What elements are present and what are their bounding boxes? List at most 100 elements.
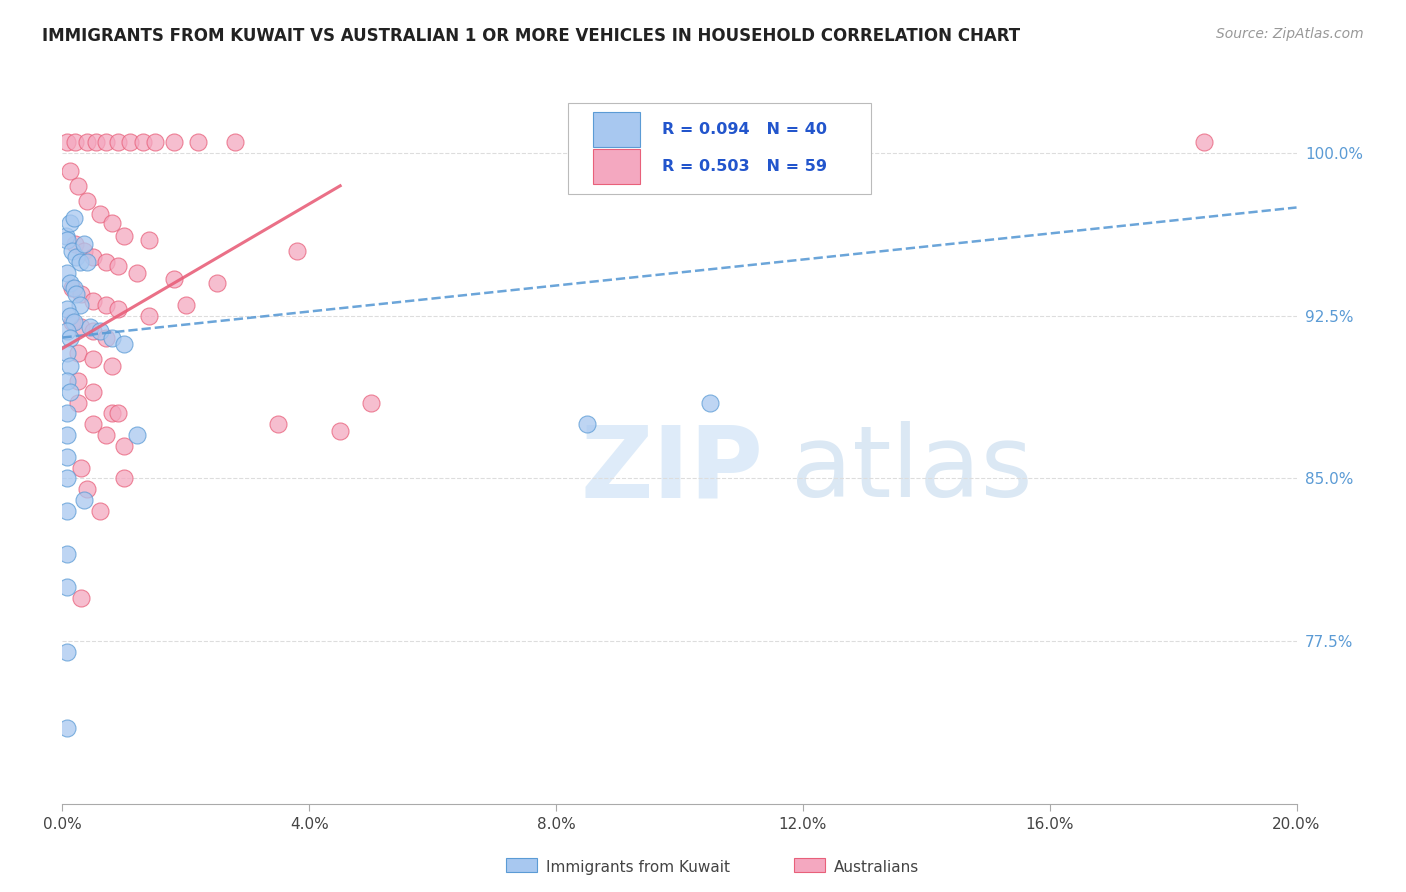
- Point: [143, 136, 166, 150]
- Point: [82, 324, 104, 338]
- Point: [699, 395, 721, 409]
- Point: [56, 471, 79, 485]
- Point: [76, 136, 98, 150]
- Point: [120, 136, 142, 150]
- Point: [70, 460, 93, 475]
- Point: [138, 309, 160, 323]
- Point: [107, 259, 129, 273]
- Point: [69, 254, 91, 268]
- Point: [62, 315, 84, 329]
- Text: R = 0.094   N = 40: R = 0.094 N = 40: [662, 122, 827, 137]
- Point: [101, 406, 124, 420]
- Point: [56, 374, 79, 388]
- Text: Immigrants from Kuwait: Immigrants from Kuwait: [546, 860, 730, 874]
- Point: [56, 428, 79, 442]
- Point: [70, 319, 93, 334]
- Point: [125, 265, 148, 279]
- Point: [162, 136, 184, 150]
- Point: [56, 406, 79, 420]
- Point: [89, 207, 111, 221]
- Point: [94, 254, 117, 268]
- Point: [82, 352, 104, 367]
- Point: [69, 298, 91, 312]
- Point: [107, 406, 129, 420]
- Point: [56, 645, 79, 659]
- Point: [89, 324, 111, 338]
- Point: [162, 272, 184, 286]
- Point: [86, 136, 108, 150]
- Point: [65, 287, 87, 301]
- Text: IMMIGRANTS FROM KUWAIT VS AUSTRALIAN 1 OR MORE VEHICLES IN HOUSEHOLD CORRELATION: IMMIGRANTS FROM KUWAIT VS AUSTRALIAN 1 O…: [42, 27, 1021, 45]
- Point: [82, 417, 104, 432]
- Text: Australians: Australians: [834, 860, 920, 874]
- Point: [63, 136, 86, 150]
- Point: [59, 163, 82, 178]
- Point: [285, 244, 308, 258]
- Point: [59, 359, 82, 373]
- Point: [82, 293, 104, 308]
- Point: [66, 374, 89, 388]
- Point: [125, 428, 148, 442]
- Point: [82, 250, 104, 264]
- Text: ZIP: ZIP: [581, 421, 763, 518]
- Point: [107, 302, 129, 317]
- Text: atlas: atlas: [790, 421, 1032, 518]
- Point: [101, 216, 124, 230]
- Point: [60, 244, 83, 258]
- Point: [73, 244, 96, 258]
- Point: [101, 359, 124, 373]
- FancyBboxPatch shape: [593, 112, 640, 147]
- Point: [187, 136, 209, 150]
- Point: [267, 417, 290, 432]
- FancyBboxPatch shape: [568, 103, 870, 194]
- Point: [112, 228, 135, 243]
- Point: [76, 254, 98, 268]
- Text: Source: ZipAtlas.com: Source: ZipAtlas.com: [1216, 27, 1364, 41]
- Point: [76, 194, 98, 208]
- Point: [63, 237, 86, 252]
- Point: [56, 580, 79, 594]
- Point: [70, 287, 93, 301]
- Point: [94, 428, 117, 442]
- Point: [66, 395, 89, 409]
- Point: [94, 298, 117, 312]
- Point: [62, 281, 84, 295]
- Point: [82, 384, 104, 399]
- Point: [56, 450, 79, 464]
- Point: [94, 136, 117, 150]
- Point: [66, 345, 89, 359]
- Point: [575, 417, 598, 432]
- Point: [360, 395, 382, 409]
- Point: [79, 319, 101, 334]
- Point: [76, 482, 98, 496]
- Point: [138, 233, 160, 247]
- Point: [60, 281, 83, 295]
- Point: [66, 178, 89, 193]
- Point: [73, 493, 96, 508]
- Point: [62, 211, 84, 226]
- Point: [89, 504, 111, 518]
- Point: [329, 424, 352, 438]
- Point: [59, 216, 82, 230]
- Point: [56, 547, 79, 561]
- Point: [131, 136, 153, 150]
- Point: [56, 345, 79, 359]
- Point: [224, 136, 246, 150]
- Point: [112, 337, 135, 351]
- Point: [65, 250, 87, 264]
- Point: [59, 384, 82, 399]
- Point: [1192, 136, 1215, 150]
- Point: [56, 233, 79, 247]
- Point: [73, 237, 96, 252]
- Point: [56, 324, 79, 338]
- Text: R = 0.503   N = 59: R = 0.503 N = 59: [662, 159, 827, 174]
- Point: [94, 330, 117, 344]
- Point: [112, 471, 135, 485]
- Point: [56, 721, 79, 735]
- Point: [205, 277, 228, 291]
- Point: [101, 330, 124, 344]
- Point: [55, 228, 77, 243]
- Point: [112, 439, 135, 453]
- FancyBboxPatch shape: [593, 149, 640, 184]
- Point: [60, 315, 83, 329]
